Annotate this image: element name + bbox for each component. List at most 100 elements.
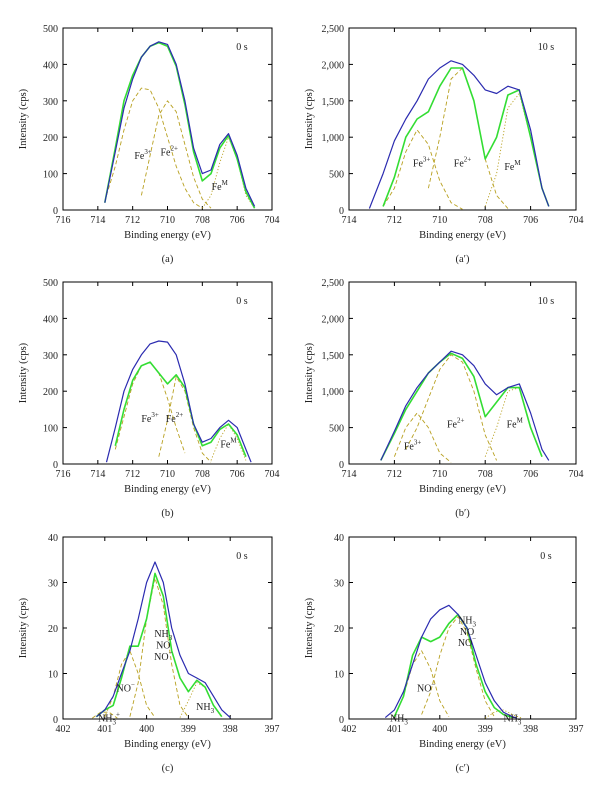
y-tick-label: 1,000 (322, 387, 345, 398)
x-tick-label: 706 (230, 469, 245, 480)
time-label: 0 s (236, 296, 248, 307)
series-component-line (129, 577, 189, 718)
y-axis-label: Intensity (cps) (18, 597, 29, 658)
x-tick-label: 710 (160, 215, 175, 226)
x-tick-label: 402 (342, 724, 357, 735)
annotation-subscript: 3 (404, 718, 408, 726)
annotation-base: Fe (504, 162, 515, 173)
annotation-superscript: 3+ (423, 155, 431, 163)
y-tick-label: 100 (43, 170, 58, 181)
annotation-base: NO (458, 638, 472, 649)
y-tick-label: 30 (48, 579, 58, 590)
y-tick-label: 2,000 (322, 314, 345, 325)
x-tick-label: 708 (195, 215, 210, 226)
annotation-label: Fe2+ (161, 144, 179, 158)
chart-panel-0: 0 100 200 300 400 500 716 714 712 710 708 706 704 Bin… (18, 24, 280, 265)
y-tick-label: 2,000 (322, 60, 345, 71)
annotation-superscript: − (131, 681, 135, 689)
annotation-base: NO (156, 640, 170, 651)
panel-label: (c) (162, 763, 174, 774)
annotation-label: FeM (504, 159, 521, 173)
annotation-label: FeM (212, 179, 229, 193)
x-tick-label: 710 (432, 469, 447, 480)
x-axis-label: Binding energy (eV) (124, 230, 211, 241)
annotation-base: NO (417, 684, 431, 695)
annotation-label: NH3 (196, 702, 214, 715)
annotation-superscript: − (169, 649, 173, 657)
annotation-base: Fe (447, 420, 458, 431)
series-component-line (405, 354, 498, 461)
annotation-label: Fe3+ (404, 438, 422, 452)
x-tick-label: 708 (195, 469, 210, 480)
annotation-label: NO (460, 627, 474, 638)
y-tick-label: 2,500 (322, 24, 345, 35)
annotation-base: NH (503, 713, 517, 724)
annotation-subscript: 3 (211, 707, 215, 715)
annotation-base: NO (154, 652, 168, 663)
chart-panel-5: 0 10 20 30 40 402 401 400 399 398 397 Binding energ… (304, 533, 584, 774)
series-measured-line (380, 350, 550, 461)
annotation-subscript: 3 (169, 634, 173, 642)
annotation-label: NO− (417, 681, 435, 695)
x-axis-label: Binding energy (eV) (124, 739, 211, 750)
time-label: 0 s (236, 551, 248, 562)
series-measured-line (96, 561, 231, 719)
y-tick-label: 20 (48, 624, 58, 635)
y-tick-label: 1,000 (322, 133, 345, 144)
panel-label: (b′) (455, 508, 470, 519)
annotation-label: NO− (154, 649, 172, 663)
series-fit-line (95, 572, 223, 718)
annotation-label: Fe2+ (447, 417, 465, 431)
y-tick-label: 2,500 (322, 278, 345, 289)
series-measured-line (104, 41, 256, 207)
series-fit-line (104, 41, 256, 209)
y-tick-label: 500 (329, 424, 344, 435)
annotation-subscript: 3 (518, 718, 522, 726)
annotation-superscript: 2+ (171, 144, 179, 152)
annotation-base: NO (116, 684, 130, 695)
annotation-superscript: M (517, 417, 524, 425)
annotation-base: Fe (141, 414, 152, 425)
series-component-line (484, 93, 550, 207)
x-tick-label: 708 (478, 469, 493, 480)
x-tick-label: 714 (90, 469, 105, 480)
annotation-base: NH (390, 713, 404, 724)
series-measured-line (105, 340, 252, 463)
time-label: 0 s (236, 42, 248, 53)
x-tick-label: 710 (160, 469, 175, 480)
x-tick-label: 714 (342, 215, 357, 226)
annotation-superscript: 3+ (144, 148, 152, 156)
series-measured-line (384, 604, 518, 719)
annotation-base: NO (460, 627, 474, 638)
annotation-base: NH (196, 702, 210, 713)
annotation-label: NH3+ (98, 710, 120, 726)
x-tick-label: 402 (56, 724, 71, 735)
annotation-base: Fe (161, 147, 172, 158)
panel-label: (a) (162, 254, 174, 265)
annotation-subscript: 3 (473, 620, 477, 628)
annotation-label: NO− (116, 681, 134, 695)
x-axis-label: Binding energy (eV) (419, 230, 506, 241)
x-tick-label: 716 (56, 215, 71, 226)
chart-panel-3: 0 500 1,000 1,500 2,000 2,500 714 712 710 708 706 7… (304, 278, 584, 519)
x-tick-label: 401 (387, 724, 402, 735)
x-tick-label: 714 (90, 215, 105, 226)
y-tick-label: 500 (43, 278, 58, 289)
y-tick-label: 20 (334, 624, 344, 635)
y-axis-label: Intensity (cps) (18, 342, 29, 403)
x-tick-label: 401 (97, 724, 112, 735)
annotation-superscript: 2+ (176, 411, 184, 419)
x-tick-label: 708 (478, 215, 493, 226)
series-component-line (114, 361, 186, 454)
chart-panel-1: 0 500 1,000 1,500 2,000 2,500 714 712 710 708 706 7… (304, 24, 584, 265)
x-tick-label: 704 (569, 215, 584, 226)
x-tick-label: 710 (432, 215, 447, 226)
y-tick-label: 500 (329, 170, 344, 181)
annotation-label: NH3 (458, 615, 476, 628)
series-component-line (158, 376, 212, 463)
annotation-label: Fe3+ (134, 148, 152, 162)
plot-frame (348, 281, 577, 465)
annotation-base: Fe (212, 182, 223, 193)
annotation-superscript: − (472, 635, 476, 643)
